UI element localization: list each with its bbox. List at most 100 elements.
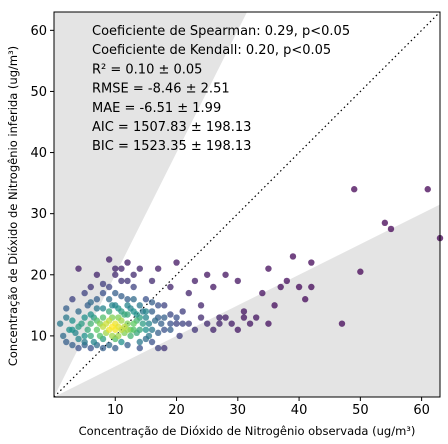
data-point bbox=[161, 326, 168, 333]
data-point bbox=[96, 332, 104, 340]
data-point bbox=[203, 271, 211, 278]
data-point bbox=[93, 271, 101, 278]
data-point bbox=[145, 320, 153, 327]
data-point bbox=[338, 320, 346, 327]
x-tick-label: 50 bbox=[352, 403, 369, 418]
x-tick-label: 60 bbox=[413, 403, 430, 418]
x-tick-label: 30 bbox=[230, 403, 247, 418]
data-point bbox=[121, 311, 128, 318]
x-tick-label: 40 bbox=[291, 403, 308, 418]
error-bands bbox=[54, 12, 440, 397]
data-point bbox=[75, 335, 82, 343]
data-point bbox=[105, 341, 113, 349]
data-point bbox=[167, 311, 174, 318]
data-point bbox=[142, 296, 150, 303]
data-point bbox=[252, 314, 260, 321]
stats-annotation: Coeficiente de Spearman: 0.29, p<0.05 Coe… bbox=[92, 24, 350, 154]
data-point bbox=[185, 320, 192, 327]
data-point bbox=[424, 186, 431, 193]
stat-line: RMSE = -8.46 ± 2.51 bbox=[92, 82, 230, 97]
data-point bbox=[154, 329, 162, 337]
data-point bbox=[81, 338, 88, 346]
data-point bbox=[118, 317, 125, 324]
y-axis-ticks: 10 20 30 40 50 60 bbox=[30, 24, 54, 344]
data-point bbox=[87, 283, 94, 291]
data-point bbox=[148, 299, 156, 306]
stat-line: AIC = 1507.83 ± 198.13 bbox=[92, 120, 251, 135]
data-point bbox=[121, 323, 128, 330]
data-point bbox=[277, 283, 284, 291]
data-point bbox=[124, 277, 131, 285]
data-point bbox=[295, 283, 303, 291]
data-point bbox=[216, 314, 223, 321]
x-axis-label: Concentração de Dióxido de Nitrogênio ob… bbox=[79, 424, 416, 438]
data-point bbox=[63, 305, 70, 312]
data-point bbox=[167, 320, 174, 327]
data-point bbox=[87, 344, 94, 352]
data-point bbox=[185, 289, 192, 297]
plot-frame bbox=[53, 11, 441, 398]
data-point bbox=[93, 305, 101, 312]
x-axis-ticks: 10 20 30 40 50 60 bbox=[107, 397, 430, 418]
data-point bbox=[197, 314, 205, 321]
stat-line: BIC = 1523.35 ± 198.13 bbox=[92, 139, 251, 154]
data-point bbox=[161, 314, 168, 321]
data-point bbox=[78, 320, 85, 327]
data-point bbox=[308, 283, 315, 291]
data-point bbox=[246, 320, 254, 327]
data-point bbox=[154, 265, 162, 272]
x-tick-label: 20 bbox=[168, 403, 185, 418]
data-point bbox=[69, 296, 76, 303]
data-point bbox=[142, 326, 150, 333]
plot-border bbox=[53, 11, 441, 398]
data-point bbox=[130, 271, 137, 278]
data-point bbox=[271, 302, 278, 309]
data-point bbox=[69, 326, 76, 333]
stat-line: R² = 0.10 ± 0.05 bbox=[92, 62, 202, 77]
data-point bbox=[240, 308, 248, 315]
stat-line: Coeficiente de Kendall: 0.20, p<0.05 bbox=[92, 43, 331, 58]
data-point bbox=[148, 277, 156, 285]
stat-line: Coeficiente de Spearman: 0.29, p<0.05 bbox=[92, 24, 350, 39]
y-tick-label: 30 bbox=[30, 207, 47, 222]
data-point bbox=[56, 320, 64, 327]
data-point bbox=[142, 314, 150, 321]
data-point bbox=[81, 289, 88, 297]
y-tick-label: 20 bbox=[30, 268, 47, 283]
data-point bbox=[118, 292, 125, 300]
data-point bbox=[191, 277, 199, 285]
data-point bbox=[222, 271, 229, 278]
y-tick-label: 40 bbox=[30, 146, 47, 161]
data-point bbox=[154, 344, 162, 352]
data-point bbox=[148, 326, 156, 333]
data-point bbox=[112, 271, 119, 278]
data-point bbox=[109, 332, 116, 340]
data-point bbox=[75, 265, 82, 272]
data-point bbox=[84, 326, 91, 333]
data-point bbox=[381, 219, 389, 227]
data-point bbox=[99, 314, 107, 321]
data-point bbox=[118, 277, 125, 285]
data-point bbox=[167, 326, 174, 333]
stat-line: MAE = -6.51 ± 1.99 bbox=[92, 101, 221, 116]
data-point bbox=[228, 320, 235, 327]
data-point bbox=[210, 326, 217, 333]
data-point bbox=[151, 317, 159, 324]
data-point bbox=[124, 259, 131, 266]
data-point bbox=[124, 296, 131, 303]
data-point bbox=[81, 314, 88, 321]
data-point bbox=[112, 344, 119, 352]
data-point bbox=[289, 253, 297, 260]
data-point bbox=[63, 338, 70, 346]
data-point bbox=[102, 320, 110, 327]
data-point bbox=[75, 344, 82, 352]
data-point bbox=[99, 305, 107, 312]
data-point bbox=[234, 277, 242, 285]
data-point bbox=[105, 283, 113, 291]
data-point bbox=[112, 289, 119, 297]
data-point bbox=[81, 332, 88, 340]
data-point bbox=[142, 308, 150, 315]
data-point bbox=[176, 332, 183, 340]
data-point bbox=[69, 341, 76, 349]
